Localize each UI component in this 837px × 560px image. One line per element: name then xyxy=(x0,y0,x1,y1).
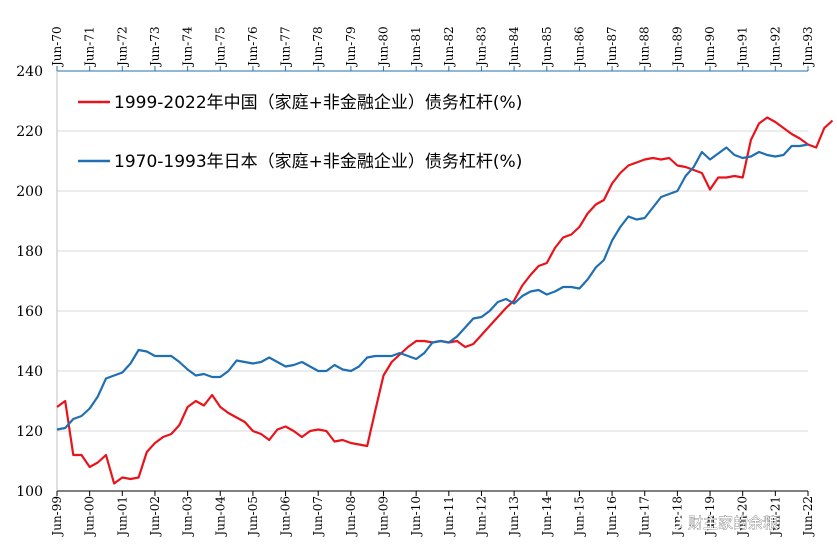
bottom-x-tick-label: Jun-19 xyxy=(703,496,717,538)
series-line-japan xyxy=(56,143,809,431)
top-x-tick-label: Jun-75 xyxy=(213,26,227,68)
top-x-tick-label: Jun-80 xyxy=(377,26,391,68)
bottom-x-tick-label: Jun-99 xyxy=(50,496,64,538)
y-tick-label: 180 xyxy=(16,244,43,260)
bottom-x-tick-label: Jun-10 xyxy=(409,496,423,538)
bottom-x-tick-label: Jun-16 xyxy=(605,496,619,538)
bottom-x-tick-label: Jun-20 xyxy=(736,496,750,538)
bottom-x-tick-label: Jun-18 xyxy=(670,496,684,538)
top-x-tick-label: Jun-81 xyxy=(409,26,423,68)
top-x-tick-label: Jun-83 xyxy=(474,26,488,68)
y-tick-label: 220 xyxy=(16,124,43,140)
y-axis-tick-labels: 100 120 140 160 180 200 220 240 xyxy=(16,64,43,500)
top-x-tick-label: Jun-74 xyxy=(181,26,195,68)
top-x-tick-label: Jun-88 xyxy=(638,26,652,68)
bottom-x-tick-label: Jun-05 xyxy=(246,496,260,538)
top-x-tick-label: Jun-89 xyxy=(670,26,684,68)
bottom-x-tick-label: Jun-12 xyxy=(474,496,488,538)
top-x-tick-label: Jun-79 xyxy=(344,26,358,68)
bottom-x-tick-label: Jun-06 xyxy=(279,496,293,538)
top-x-tick-label: Jun-92 xyxy=(768,26,782,68)
bottom-x-tick-label: Jun-04 xyxy=(213,496,227,538)
axes xyxy=(56,66,809,496)
y-tick-label: 140 xyxy=(16,364,43,380)
wechat-icon xyxy=(664,513,682,531)
bottom-x-tick-label: Jun-17 xyxy=(638,496,652,538)
bottom-x-axis-tick-labels: Jun-99 Jun-00 Jun-01 Jun-02 Jun-03 Jun-04 Jun-… xyxy=(50,496,815,538)
bottom-x-tick-label: Jun-21 xyxy=(768,496,782,538)
y-tick-label: 240 xyxy=(16,64,43,80)
bottom-x-tick-label: Jun-11 xyxy=(442,496,456,538)
bottom-x-tick-label: Jun-03 xyxy=(181,496,195,538)
y-tick-label: 200 xyxy=(16,184,43,200)
legend: 1999-2022年中国（家庭+非金融企业）债务杠杆(%) 1970-1993年日… xyxy=(78,93,522,172)
top-x-tick-label: Jun-72 xyxy=(115,26,129,68)
bottom-x-tick-label: Jun-13 xyxy=(507,496,521,538)
y-tick-label: 160 xyxy=(16,304,43,320)
bottom-x-tick-label: Jun-09 xyxy=(377,496,391,538)
watermark: 财主家的余粮 xyxy=(664,513,778,532)
top-x-tick-label: Jun-82 xyxy=(442,26,456,68)
top-x-tick-label: Jun-87 xyxy=(605,26,619,68)
bottom-x-tick-label: Jun-02 xyxy=(148,496,162,538)
series-line-china xyxy=(56,116,834,485)
bottom-x-tick-label: Jun-22 xyxy=(801,496,815,538)
top-x-tick-label: Jun-78 xyxy=(311,26,325,68)
top-x-tick-label: Jun-73 xyxy=(148,26,162,68)
bottom-x-tick-label: Jun-07 xyxy=(311,496,325,538)
bottom-x-tick-label: Jun-00 xyxy=(83,496,97,538)
top-x-tick-label: Jun-91 xyxy=(736,26,750,68)
top-x-axis-tick-labels: Jun-70 Jun-71 Jun-72 Jun-73 Jun-74 Jun-75 Jun-… xyxy=(50,26,815,68)
top-x-tick-label: Jun-85 xyxy=(540,26,554,68)
y-tick-label: 120 xyxy=(16,424,43,440)
y-tick-label: 100 xyxy=(16,484,43,500)
top-x-tick-label: Jun-77 xyxy=(279,26,293,68)
bottom-x-tick-label: Jun-01 xyxy=(115,496,129,538)
legend-label: 1970-1993年日本（家庭+非金融企业）债务杠杆(%) xyxy=(114,152,522,172)
watermark-text: 财主家的余粮 xyxy=(688,514,778,532)
top-x-tick-label: Jun-70 xyxy=(50,26,64,68)
top-x-tick-label: Jun-76 xyxy=(246,26,260,68)
top-x-tick-label: Jun-93 xyxy=(801,26,815,68)
gridlines xyxy=(57,130,808,432)
bottom-x-tick-label: Jun-15 xyxy=(572,496,586,538)
bottom-x-tick-label: Jun-08 xyxy=(344,496,358,538)
top-x-tick-label: Jun-86 xyxy=(572,26,586,68)
top-x-tick-label: Jun-90 xyxy=(703,26,717,68)
top-x-tick-label: Jun-84 xyxy=(507,26,521,68)
bottom-x-tick-label: Jun-14 xyxy=(540,496,554,538)
legend-label: 1999-2022年中国（家庭+非金融企业）债务杠杆(%) xyxy=(114,93,522,113)
series-lines xyxy=(56,116,834,485)
top-x-tick-label: Jun-71 xyxy=(83,26,97,68)
